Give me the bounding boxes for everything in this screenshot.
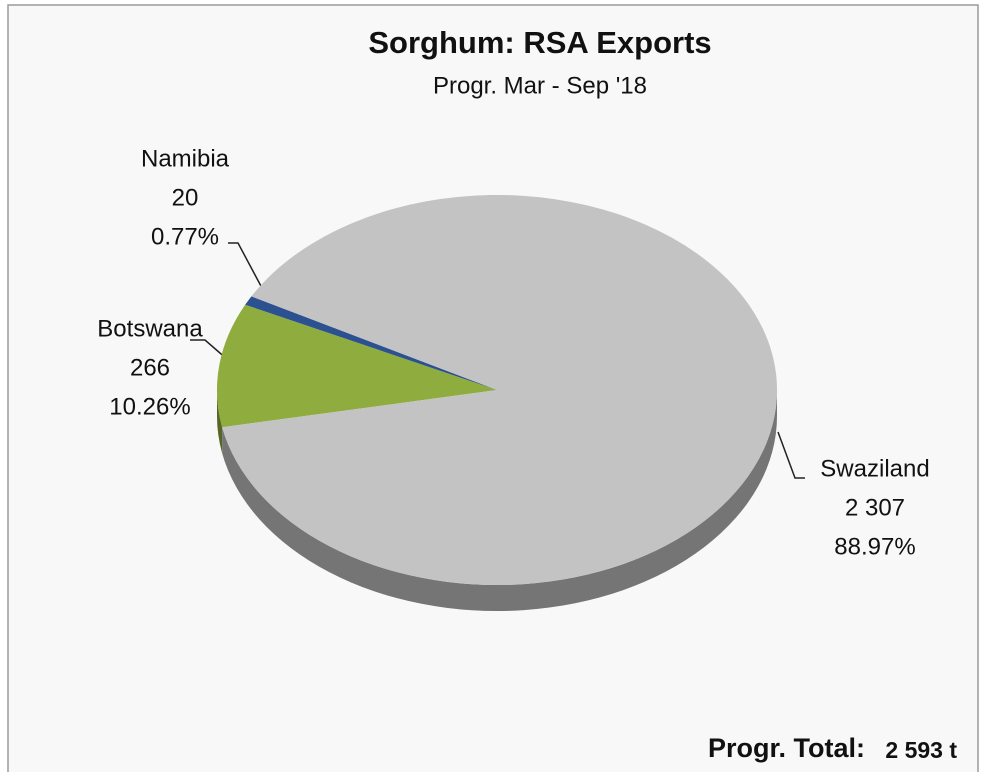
slice [217,304,498,428]
slice-label: Swaziland [820,455,929,482]
slice [245,296,497,390]
slice-side-shade [217,390,223,454]
chart-subtitle: Progr. Mar - Sep '18 [433,72,647,99]
slice-value: 20 [172,184,199,211]
slice [222,195,777,585]
slice-percent: 88.97% [834,533,915,560]
slice-percent: 0.77% [151,223,219,250]
slice-value: 266 [130,354,170,381]
leader-line [228,242,263,289]
total-value: 2 593 t [885,737,957,763]
leader-line [777,431,805,479]
chart-title: Sorghum: RSA Exports [368,25,711,60]
slice-label: Namibia [141,145,230,172]
slice-label: Botswana [97,315,203,342]
slice-percent: 10.26% [109,393,190,420]
total-label: Progr. Total: [708,733,865,763]
slice-side [217,390,223,454]
slice-value: 2 307 [845,494,905,521]
leader-line [190,339,229,361]
